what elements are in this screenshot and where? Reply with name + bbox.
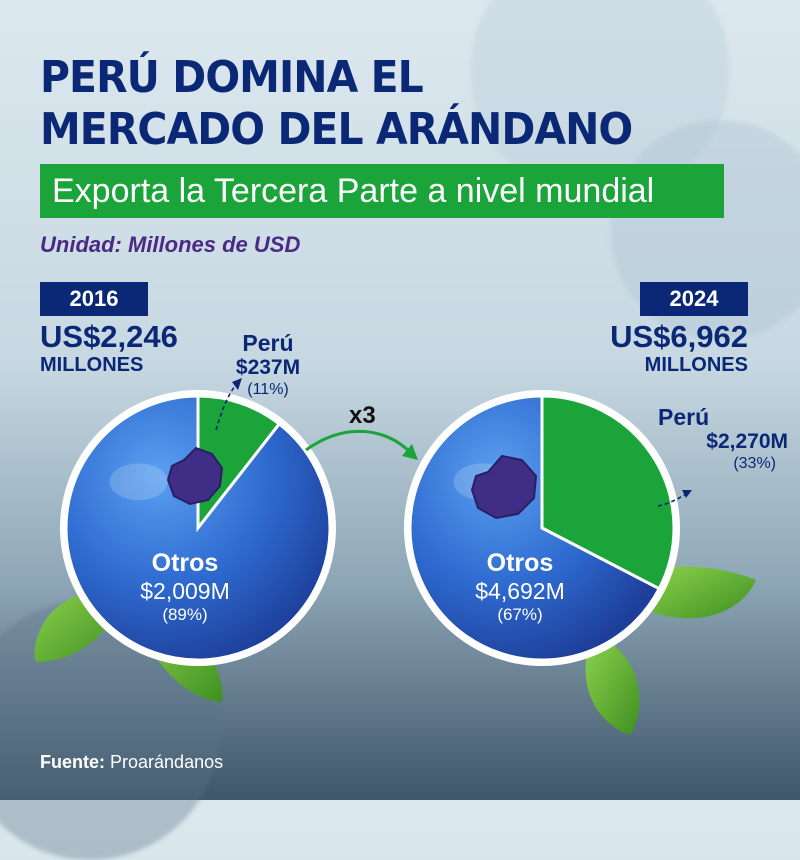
- label-peru-name-2024: Perú: [658, 404, 710, 430]
- label-peru-value-2024: $2,270M: [706, 430, 788, 453]
- total-2016: US$2,246 MILLONES: [40, 319, 178, 377]
- label-peru-percent-2016: (11%): [247, 381, 289, 398]
- arrow-head-icon: [232, 378, 242, 390]
- title-line-1: PERÚ DOMINA EL: [40, 52, 424, 103]
- label-otros-2016: Otros $2,009M (89%): [113, 548, 257, 625]
- arrow-head-icon: [402, 444, 418, 460]
- label-peru-value-2016: $237M: [235, 356, 301, 379]
- label-otros-value-2024: $4,692M: [475, 578, 565, 604]
- chart-canvas: [34, 378, 756, 735]
- label-peru-2024: Perú $2,270M (33%): [648, 404, 788, 474]
- label-otros-name-2016: Otros: [151, 549, 219, 577]
- total-2024: US$6,962 MILLONES: [610, 319, 748, 377]
- label-otros-value-2016: $2,009M: [140, 578, 230, 604]
- label-otros-2024: Otros $4,692M (67%): [448, 548, 592, 625]
- total-unit-2024: MILLONES: [644, 354, 748, 376]
- source-label: Fuente:: [40, 752, 105, 772]
- leaf-icon: [650, 566, 756, 619]
- growth-multiplier: x3: [349, 402, 376, 429]
- leaves-right: [585, 566, 756, 735]
- pie-chart-2016: [64, 394, 332, 662]
- pie-slice-otros-2024: [408, 394, 662, 662]
- source-name: Proarándanos: [110, 752, 224, 772]
- label-otros-name-2024: Otros: [486, 549, 554, 577]
- total-unit-2016: MILLONES: [40, 354, 144, 376]
- label-peru-percent-2024: (33%): [733, 455, 776, 472]
- arrow-head-icon: [682, 490, 692, 498]
- label-otros-percent-2024: (67%): [497, 605, 543, 624]
- year-badge-2024: 2024: [640, 282, 748, 316]
- leaf-icon: [585, 640, 640, 735]
- subtitle-banner: Exporta la Tercera Parte a nivel mundial: [40, 164, 724, 218]
- berry-crown-icon: [166, 446, 224, 506]
- berry-highlight-2016: [109, 463, 168, 501]
- label-otros-percent-2016: (89%): [162, 605, 208, 624]
- label-peru-2016: Perú $237M (11%): [218, 330, 318, 400]
- berry-crown-icon: [470, 454, 538, 520]
- total-value-2016: US$2,246: [40, 319, 178, 354]
- pie-slice-otros-2016: [64, 394, 332, 662]
- pointer-arrow-2024: [657, 493, 687, 507]
- pie-slice-peru-2024: [540, 394, 676, 591]
- label-peru-name-2016: Perú: [242, 330, 294, 356]
- unit-label: Unidad: Millones de USD: [40, 232, 301, 257]
- page-title: PERÚ DOMINA EL MERCADO DEL ARÁNDANO: [40, 52, 633, 156]
- title-line-2: MERCADO DEL ARÁNDANO: [40, 104, 633, 155]
- pie-chart-2024: [408, 394, 676, 662]
- growth-arrow: [305, 430, 412, 454]
- source-note: Fuente: Proarándanos: [40, 752, 223, 773]
- pie-slice-peru-2016: [196, 394, 282, 533]
- year-badge-2016: 2016: [40, 282, 148, 316]
- total-value-2024: US$6,962: [610, 319, 748, 354]
